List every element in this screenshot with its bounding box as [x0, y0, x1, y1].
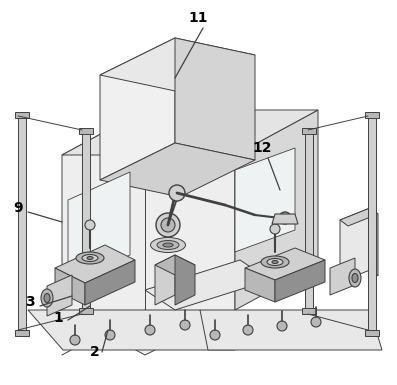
Polygon shape [79, 308, 93, 314]
Polygon shape [340, 208, 370, 282]
Polygon shape [365, 112, 379, 118]
Polygon shape [15, 330, 29, 336]
Circle shape [161, 218, 175, 232]
Circle shape [210, 330, 220, 340]
Polygon shape [62, 110, 235, 355]
Ellipse shape [44, 293, 50, 303]
Text: 3: 3 [25, 295, 35, 309]
Text: 2: 2 [90, 345, 100, 359]
Text: 12: 12 [252, 141, 272, 155]
Polygon shape [18, 115, 26, 330]
Polygon shape [235, 148, 295, 252]
Polygon shape [85, 260, 135, 305]
Polygon shape [175, 38, 255, 160]
Polygon shape [368, 115, 376, 330]
Polygon shape [155, 255, 195, 275]
Polygon shape [62, 110, 318, 155]
Polygon shape [47, 275, 72, 316]
Polygon shape [340, 208, 378, 226]
Ellipse shape [82, 254, 98, 261]
Ellipse shape [267, 258, 283, 266]
Circle shape [169, 185, 185, 201]
Circle shape [70, 335, 80, 345]
Polygon shape [200, 310, 382, 350]
Circle shape [243, 325, 253, 335]
Circle shape [145, 325, 155, 335]
Polygon shape [79, 128, 93, 134]
Polygon shape [145, 260, 270, 310]
Text: 11: 11 [188, 11, 208, 25]
Polygon shape [275, 260, 325, 302]
Polygon shape [302, 308, 316, 314]
Text: 9: 9 [13, 201, 23, 215]
Circle shape [279, 212, 291, 224]
Polygon shape [302, 128, 316, 134]
Polygon shape [28, 310, 235, 350]
Circle shape [270, 224, 280, 234]
Ellipse shape [349, 269, 361, 287]
Polygon shape [245, 248, 325, 280]
Ellipse shape [261, 256, 289, 268]
Polygon shape [100, 38, 175, 180]
Circle shape [311, 317, 321, 327]
Circle shape [277, 321, 287, 331]
Polygon shape [235, 110, 318, 310]
Circle shape [105, 330, 115, 340]
Circle shape [85, 220, 95, 230]
Polygon shape [365, 330, 379, 336]
Polygon shape [82, 130, 90, 310]
Polygon shape [305, 130, 313, 310]
Ellipse shape [272, 261, 278, 263]
Polygon shape [100, 143, 255, 197]
Ellipse shape [157, 241, 179, 249]
Ellipse shape [163, 243, 173, 247]
Polygon shape [15, 112, 29, 118]
Ellipse shape [150, 238, 185, 253]
Polygon shape [55, 268, 85, 305]
Polygon shape [245, 268, 275, 302]
Polygon shape [55, 245, 135, 283]
Polygon shape [175, 255, 195, 305]
Polygon shape [370, 208, 378, 276]
Ellipse shape [352, 273, 358, 283]
Text: 1: 1 [53, 311, 63, 325]
Polygon shape [272, 214, 298, 224]
Circle shape [156, 213, 180, 237]
Circle shape [180, 320, 190, 330]
Ellipse shape [87, 256, 93, 259]
Polygon shape [155, 255, 175, 305]
Polygon shape [100, 38, 255, 92]
Polygon shape [68, 172, 130, 283]
Ellipse shape [76, 252, 104, 264]
Polygon shape [330, 258, 355, 295]
Ellipse shape [41, 289, 53, 307]
